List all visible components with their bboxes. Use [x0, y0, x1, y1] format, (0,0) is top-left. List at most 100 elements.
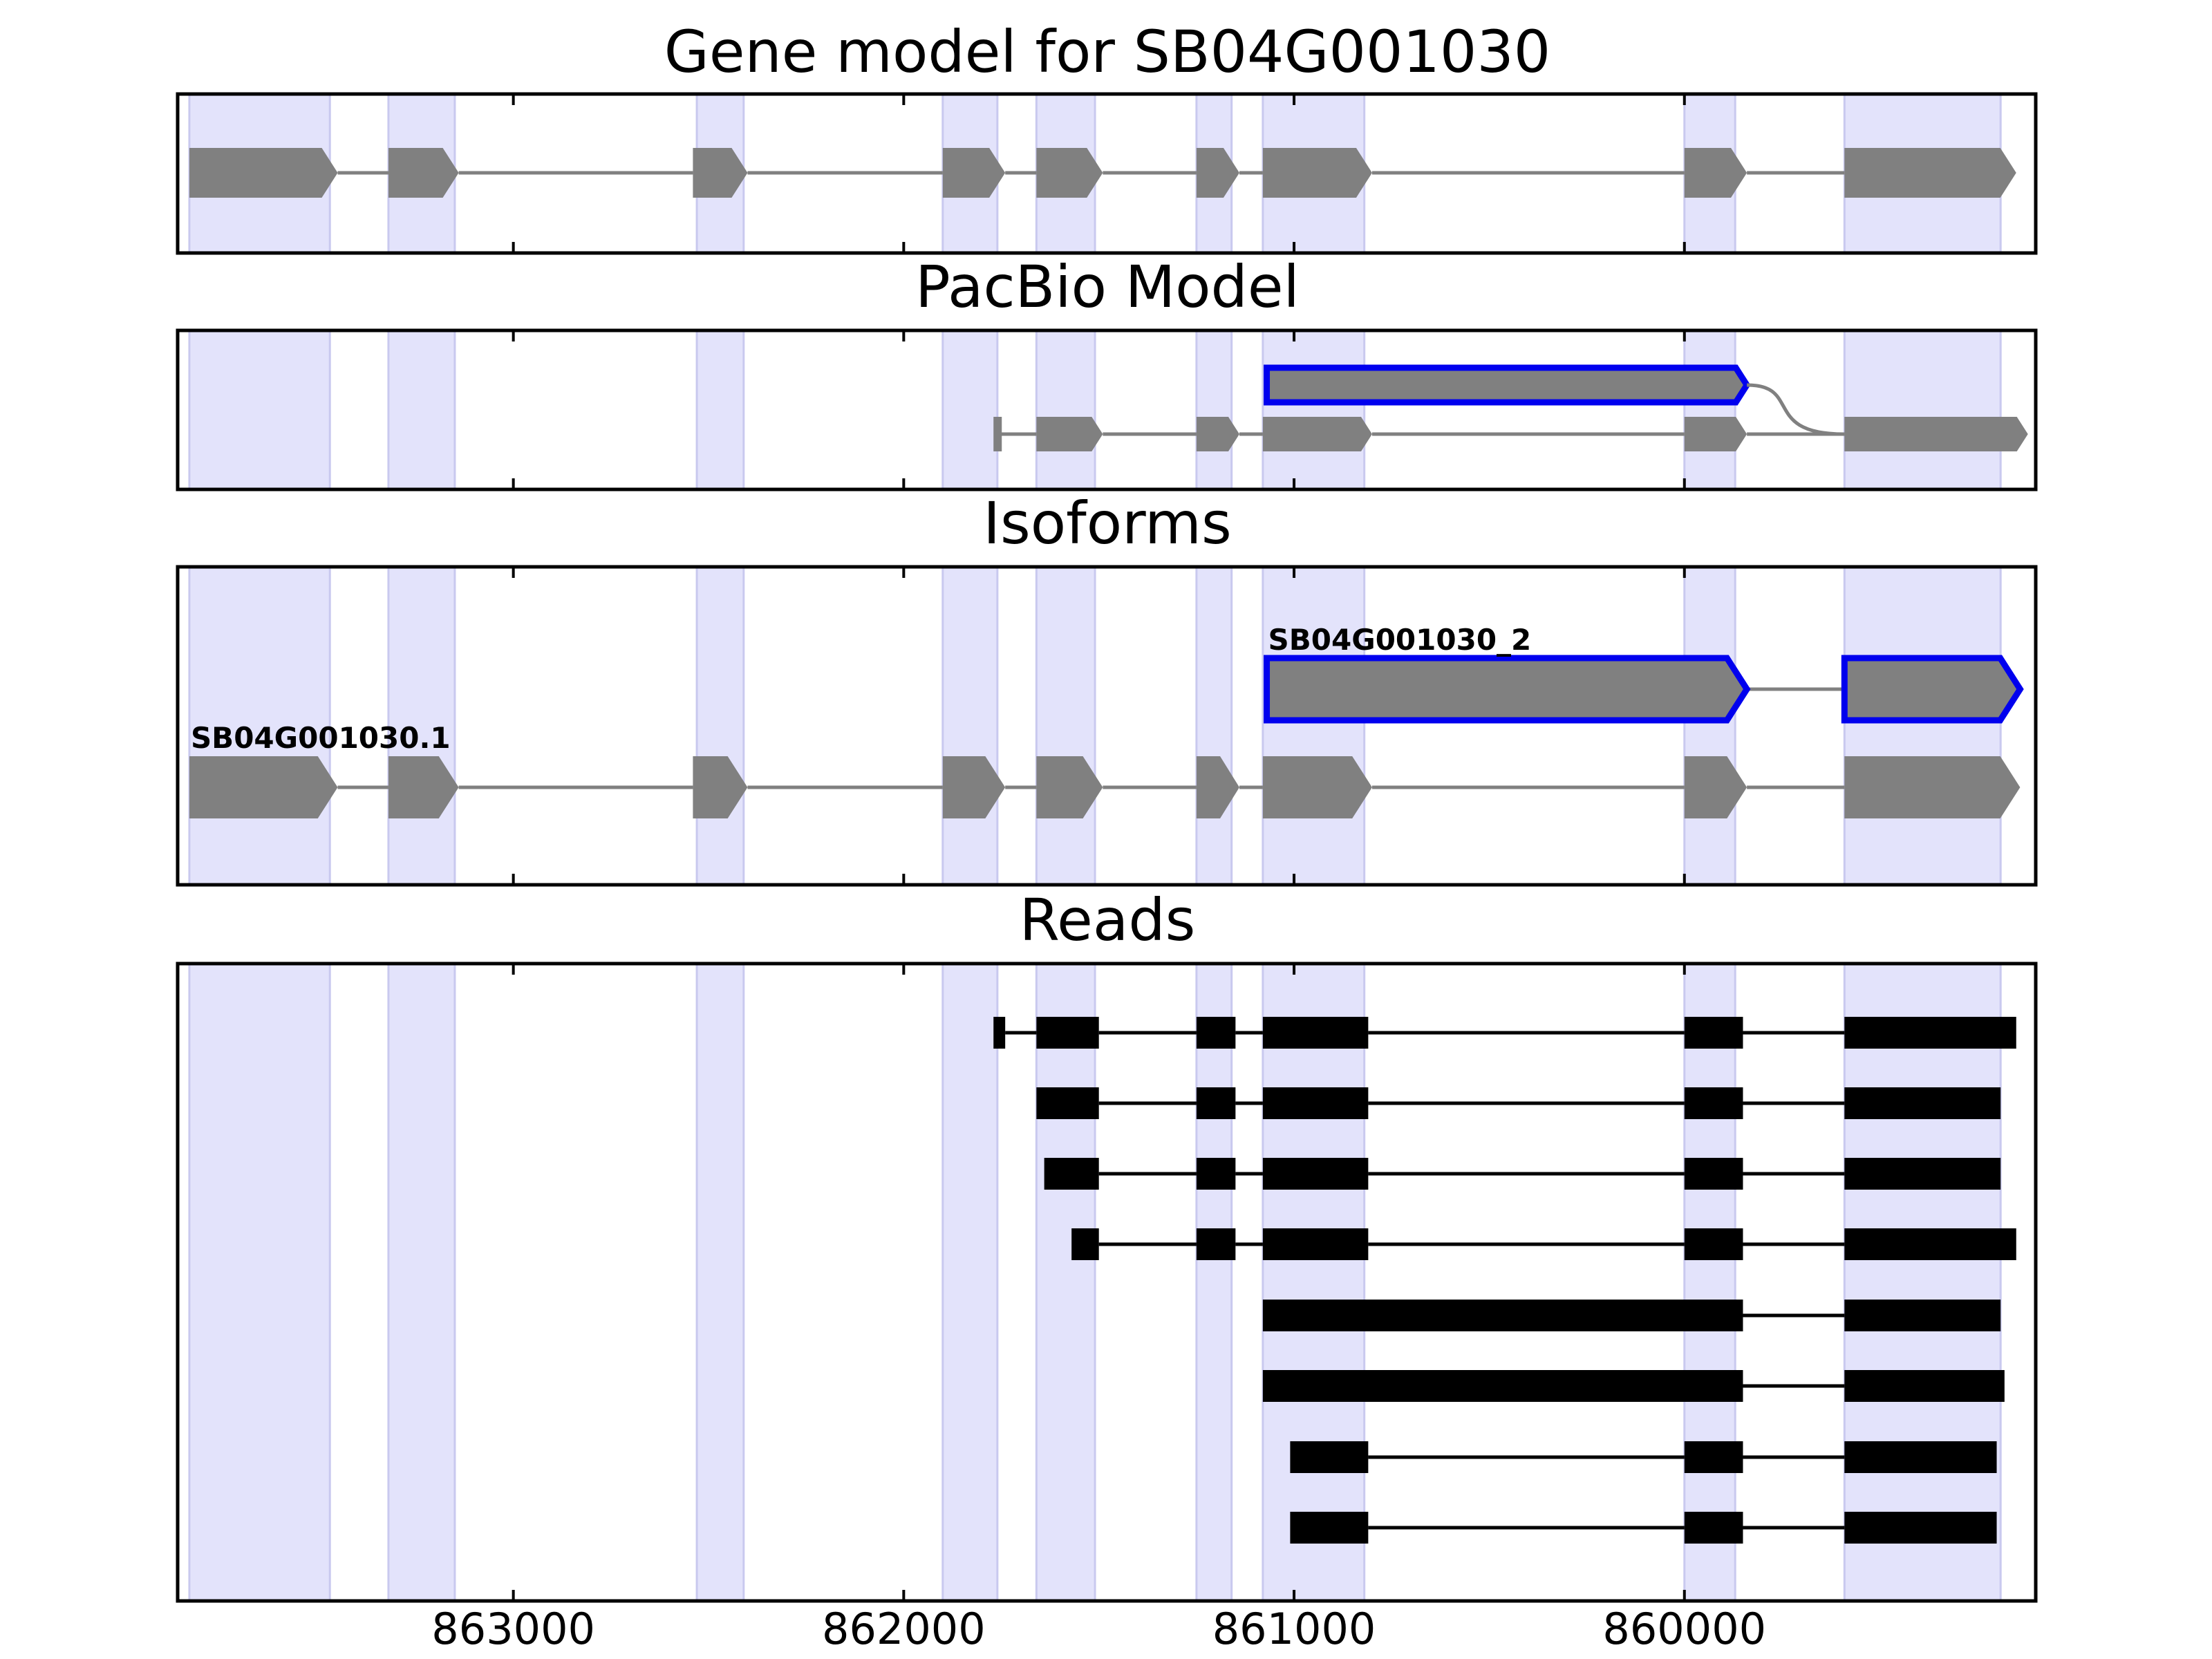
read-block: [1684, 1017, 1743, 1049]
read-block: [1684, 1512, 1743, 1544]
read-block: [1844, 1158, 2001, 1190]
exon-arrow: [1036, 148, 1103, 198]
splice-curve: [1747, 383, 1845, 436]
read-block: [1036, 1017, 1099, 1049]
exon-arrow: [1684, 417, 1747, 451]
read-block: [1684, 1158, 1743, 1190]
x-tick-label: 863000: [431, 1604, 595, 1654]
exon-band: [695, 567, 745, 885]
exon-band: [1195, 567, 1233, 885]
panel-pacbio-model: PacBio Model: [176, 253, 2038, 491]
read-block: [993, 1017, 1006, 1049]
exon-band: [941, 330, 999, 489]
read-block: [1844, 1300, 2001, 1331]
exon-arrow: [1196, 417, 1239, 451]
panel-title-isoforms: Isoforms: [983, 489, 1232, 557]
exon-band: [1195, 330, 1233, 489]
exon-band: [1843, 330, 2002, 489]
panel-reads: Reads: [176, 886, 2038, 1603]
read-block: [1844, 1512, 1997, 1544]
read-block: [1684, 1087, 1743, 1119]
exon-arrow: [1036, 417, 1103, 451]
read-block: [1844, 1441, 1997, 1473]
read-block: [1290, 1512, 1369, 1544]
read-block: [1196, 1087, 1236, 1119]
exon-band: [188, 567, 331, 885]
read-block: [1196, 1017, 1236, 1049]
read-block: [1036, 1087, 1099, 1119]
read-block: [1684, 1441, 1743, 1473]
read-block: [1262, 1017, 1369, 1049]
x-tick-label: 862000: [822, 1604, 986, 1654]
exon-arrow: [388, 756, 459, 818]
read-block: [1844, 1228, 2016, 1260]
read-block: [1844, 1370, 2005, 1402]
x-axis: 863000 862000 861000 860000: [431, 1604, 1766, 1654]
panel-title-reads: Reads: [1020, 886, 1196, 954]
exon-arrow: [189, 756, 338, 818]
exon-band: [1262, 567, 1366, 885]
panel-isoforms: Isoforms SB04G001030_2 SB04G001030.1: [176, 489, 2038, 887]
panel-body: SB04G001030_2 SB04G001030.1: [188, 567, 2024, 885]
exon-arrow: [993, 417, 1002, 451]
read-block: [1844, 1017, 2016, 1049]
read-block: [1196, 1158, 1236, 1190]
exon-band: [387, 964, 456, 1601]
exon-arrow: [1844, 756, 2021, 818]
panel-frame: [176, 565, 2038, 887]
read-block: [1290, 1441, 1369, 1473]
exon-band: [1683, 964, 1736, 1601]
panel-gene-model: Gene model for SB04G001030: [176, 18, 2038, 255]
exon-arrow: [942, 148, 1006, 198]
exon-band: [1843, 964, 2002, 1601]
exon-arrow: [1036, 756, 1103, 818]
read-block: [1684, 1228, 1743, 1260]
panel-frame: [176, 328, 2038, 491]
exon-band: [695, 964, 745, 1601]
exon-band: [941, 567, 999, 885]
exon-arrow: [942, 756, 1006, 818]
panel-body: [188, 330, 2028, 489]
read-block: [1196, 1228, 1236, 1260]
panel-title-pacbio-model: PacBio Model: [915, 253, 1300, 321]
panel-body: [188, 94, 2016, 253]
panel-frame: [176, 92, 2038, 255]
exon-arrow: [693, 756, 748, 818]
read-block: [1071, 1228, 1099, 1260]
exon-arrow: [1262, 148, 1372, 198]
exon-band: [1035, 964, 1096, 1601]
exon-arrow: [1844, 417, 2028, 451]
read-block: [1044, 1158, 1099, 1190]
read-block: [1262, 1228, 1369, 1260]
exon-band: [941, 964, 999, 1601]
panel-body: [188, 964, 2016, 1601]
read-block: [1262, 1087, 1369, 1119]
exon-arrow: [388, 148, 459, 198]
exon-arrow: [693, 148, 748, 198]
x-tick-label: 860000: [1602, 1604, 1766, 1654]
read-block: [1262, 1370, 1743, 1402]
panel-frame: [176, 962, 2038, 1603]
exon-band: [387, 567, 456, 885]
read-block: [1262, 1300, 1743, 1331]
exon-band: [1035, 330, 1096, 489]
exon-arrow: [1196, 148, 1239, 198]
x-tick-label: 861000: [1212, 1604, 1376, 1654]
exon-arrow: [1684, 756, 1747, 818]
exon-band: [1035, 567, 1096, 885]
panel-title-gene-model: Gene model for SB04G001030: [664, 18, 1550, 86]
exon-band: [1262, 964, 1366, 1601]
exon-band: [188, 330, 331, 489]
exon-band: [188, 964, 331, 1601]
exon-band: [1843, 567, 2002, 885]
exon-band: [1683, 567, 1736, 885]
exon-band: [387, 330, 456, 489]
read-block: [1262, 1158, 1369, 1190]
exon-arrow: [1841, 655, 2024, 724]
read-block: [1844, 1087, 2001, 1119]
exon-band: [1195, 964, 1233, 1601]
isoform-label: SB04G001030_2: [1268, 623, 1532, 657]
exon-band: [1683, 330, 1736, 489]
exon-arrow: [189, 148, 338, 198]
